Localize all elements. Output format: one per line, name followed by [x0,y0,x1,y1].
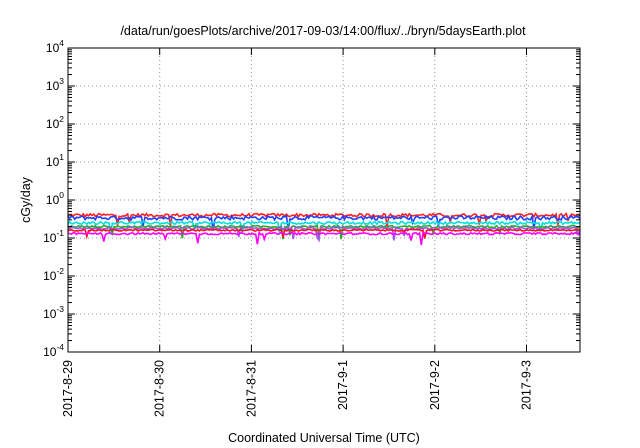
y-tick-labels: 104 103 102 101 100 10-1 10-2 10-3 10-4 [43,38,64,359]
y-tick-label: 101 [46,152,64,169]
x-tick-label: 2017-9-3 [520,360,534,410]
chart-title: /data/run/goesPlots/archive/2017-09-03/1… [120,24,526,38]
y-tick-label: 102 [46,114,64,131]
x-axis-label: Coordinated Universal Time (UTC) [228,431,420,445]
x-tick-label: 2017-8-30 [153,360,167,417]
y-tick-label: 10-2 [43,266,64,283]
series-line [67,220,581,235]
x-tick-label: 2017-9-2 [428,360,442,410]
series-line [67,230,581,246]
y-tick-label: 100 [46,190,64,207]
y-tick-label: 10-3 [43,304,64,321]
y-tick-label: 10-1 [43,228,64,245]
x-tick-label: 2017-9-1 [336,360,350,410]
x-tick-label: 2017-8-29 [61,360,75,417]
series-line [67,213,581,231]
series-line [67,212,581,228]
tick-marks [67,47,580,353]
series-line [67,224,580,240]
y-axis-label: cGy/day [19,176,33,223]
y-tick-label: 104 [46,38,64,55]
y-tick-label: 10-4 [43,342,64,359]
x-tick-labels: 2017-8-29 2017-8-30 2017-8-31 2017-9-1 2017-… [61,360,534,417]
series-lines [67,212,581,246]
grid-lines [67,48,580,352]
x-tick-label: 2017-8-31 [244,360,258,417]
y-tick-label: 103 [46,76,64,93]
series-line [67,228,581,240]
